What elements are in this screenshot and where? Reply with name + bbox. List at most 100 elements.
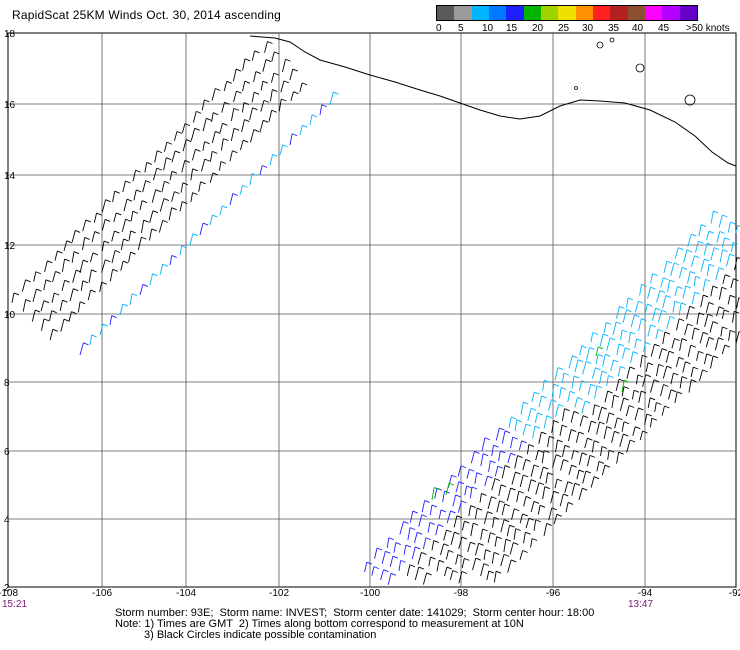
wind-barb <box>522 423 532 436</box>
legend-label: 0 <box>436 23 442 34</box>
wind-barb <box>407 527 416 541</box>
wind-barb <box>530 501 540 512</box>
wind-barb <box>720 326 728 337</box>
wind-barb <box>494 536 502 547</box>
wind-barb <box>719 249 728 263</box>
wind-barb <box>440 543 449 556</box>
wind-barb <box>229 193 238 206</box>
y-tick-label: 18 <box>4 29 16 40</box>
wind-barb <box>99 281 107 293</box>
wind-barb <box>31 309 41 322</box>
wind-barb <box>691 291 700 305</box>
wind-barb <box>670 372 679 385</box>
wind-barb <box>271 51 280 62</box>
wind-barb <box>427 522 436 533</box>
wind-barb <box>699 331 709 344</box>
wind-barb <box>483 511 493 525</box>
wind-barb <box>488 460 496 472</box>
wind-barb <box>461 557 470 569</box>
wind-barb <box>54 250 63 261</box>
wind-barb <box>380 569 389 581</box>
wind-barb <box>280 80 290 93</box>
map-title: RapidScat 25KM Winds Oct. 30, 2014 ascen… <box>12 8 281 22</box>
wind-barb <box>163 157 172 171</box>
wind-barb <box>533 519 541 531</box>
wind-barb <box>668 389 677 400</box>
wind-barb <box>101 240 110 252</box>
wind-barb <box>682 361 691 373</box>
wind-barb <box>101 199 111 213</box>
wind-barb <box>113 212 122 223</box>
wind-barb <box>511 508 520 520</box>
wind-barb <box>211 112 219 122</box>
wind-barb <box>140 219 149 234</box>
wind-barb <box>619 433 629 448</box>
wind-barb <box>621 347 631 359</box>
wind-barb <box>209 150 218 162</box>
wind-barb <box>198 181 206 192</box>
wind-barb <box>109 268 118 282</box>
legend-label: 15 <box>506 23 518 34</box>
wind-barb <box>290 91 299 101</box>
wind-barb <box>604 390 613 403</box>
wind-barb <box>606 412 615 424</box>
wind-barb <box>458 571 468 584</box>
wind-barb <box>595 353 604 365</box>
wind-barb <box>93 212 102 223</box>
wind-barb <box>443 529 452 541</box>
legend-labels: 0 5 10 15 20 25 30 35 40 45 >50 knots <box>436 21 736 35</box>
wind-barb <box>683 249 693 263</box>
wind-barb <box>91 231 100 242</box>
wind-barb <box>199 222 209 236</box>
wind-speed-legend: 0 5 10 15 20 25 30 35 40 45 >50 knots <box>436 5 736 35</box>
wind-barb <box>638 390 647 403</box>
wind-barb <box>660 384 669 397</box>
wind-barb <box>514 419 522 432</box>
wind-barb <box>710 210 719 224</box>
wind-barb <box>87 289 96 301</box>
wind-barb <box>578 380 587 392</box>
wind-barb <box>457 500 467 513</box>
wind-barb <box>60 318 70 332</box>
wind-barb <box>721 344 730 355</box>
wind-barb <box>470 522 479 537</box>
wind-barb <box>144 161 152 173</box>
wind-barb <box>606 375 614 387</box>
wind-barb <box>142 180 151 193</box>
legend-swatch <box>627 6 645 20</box>
y-tick-label: 16 <box>4 100 16 111</box>
wind-barb <box>674 391 683 403</box>
legend-label: 25 <box>558 23 570 34</box>
wind-barb <box>223 80 232 92</box>
island <box>684 94 696 106</box>
wind-barb <box>534 412 543 423</box>
wind-barb <box>716 306 725 317</box>
wind-barb <box>722 274 731 284</box>
legend-swatch <box>644 6 663 20</box>
wind-barb <box>403 544 412 555</box>
wind-barb <box>239 184 248 196</box>
wind-barb <box>445 549 454 560</box>
wind-barb <box>40 300 50 312</box>
wind-barb <box>289 68 298 81</box>
wind-barb <box>734 224 740 235</box>
wind-barb <box>133 189 142 201</box>
wind-barb <box>211 131 221 143</box>
wind-barb <box>171 150 181 163</box>
wind-barb <box>241 119 250 133</box>
wind-barb <box>582 360 592 375</box>
wind-barb <box>667 279 675 292</box>
wind-barb <box>662 365 672 379</box>
wind-barb <box>666 315 676 329</box>
wind-barb <box>406 564 416 577</box>
wind-barb <box>475 542 484 556</box>
wind-barb <box>190 192 198 203</box>
wind-barb <box>230 127 240 142</box>
x-axis-labels: -108 -106 -104 -102 -100 -98 -96 -94 -92 <box>0 588 740 599</box>
wind-barb <box>219 122 228 133</box>
wind-barb <box>109 315 117 326</box>
wind-barb <box>181 159 190 173</box>
y-tick-label: 2 <box>4 583 10 594</box>
wind-barb <box>596 421 605 435</box>
wind-barb <box>548 399 557 411</box>
